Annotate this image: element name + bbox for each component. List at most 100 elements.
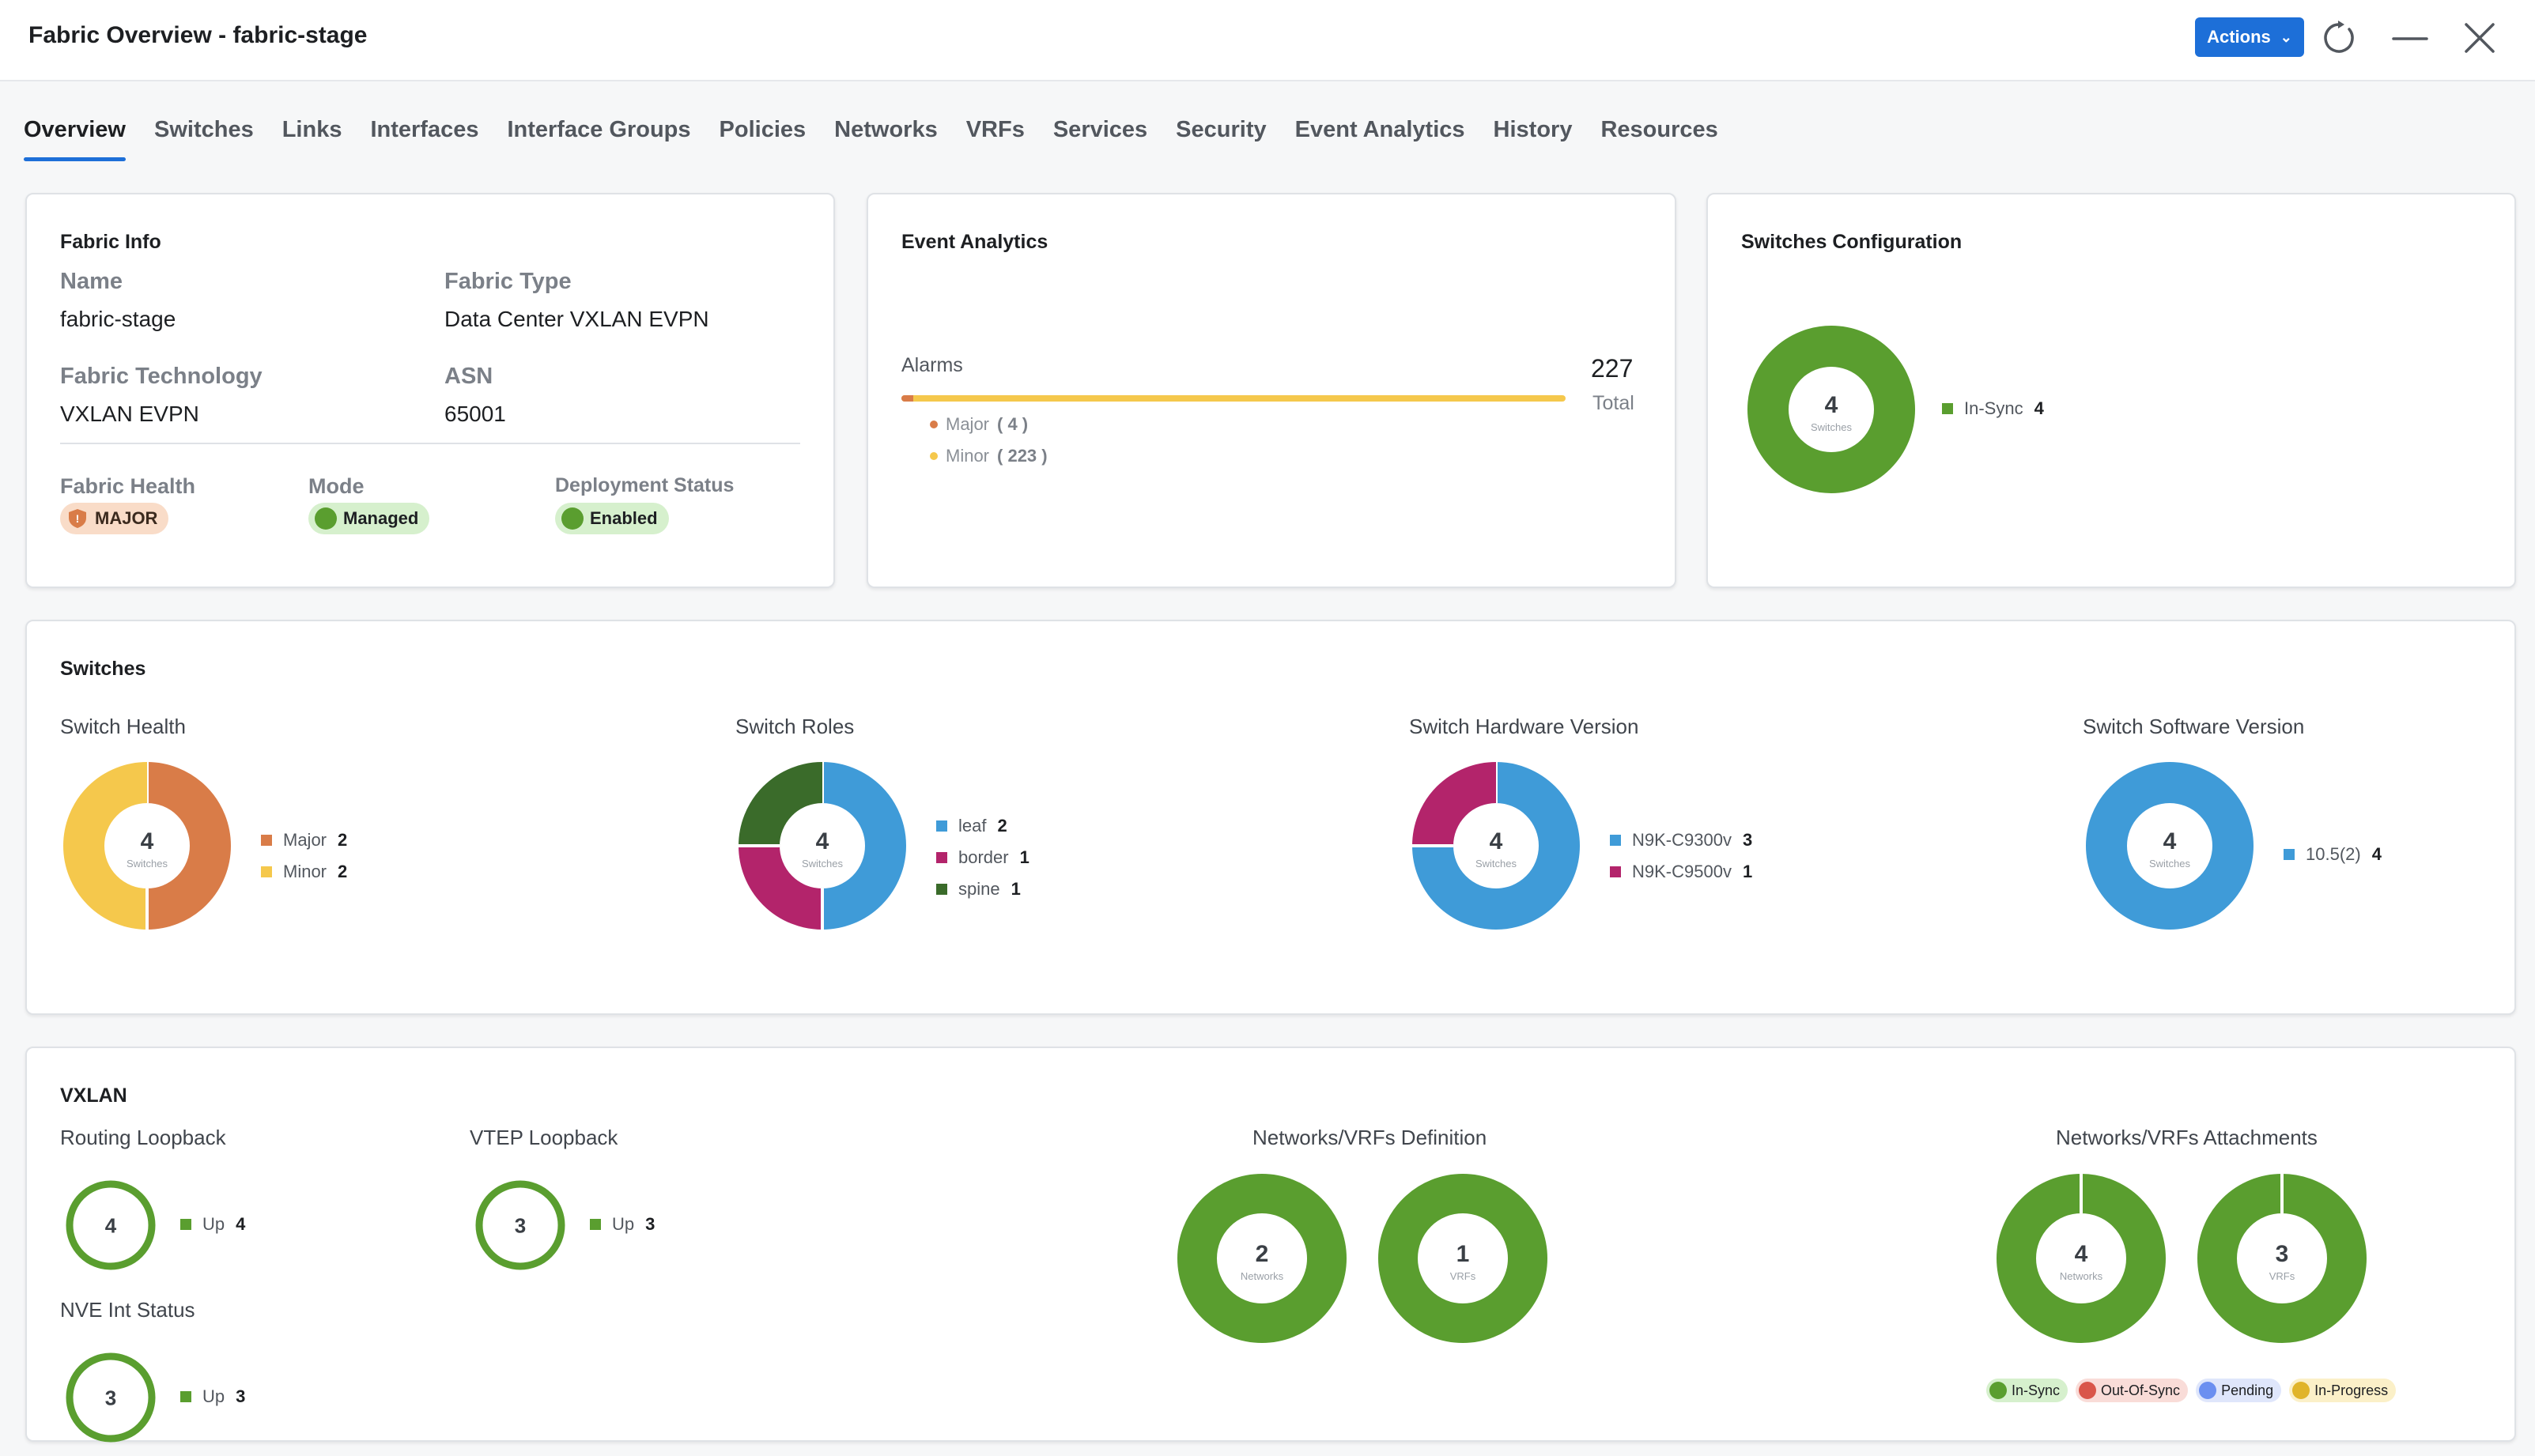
switches-configuration-title: Switches Configuration [1741, 231, 1963, 253]
legend-swatch [1610, 866, 1621, 877]
legend-value: 1 [1742, 862, 1753, 881]
asn-value: 65001 [444, 402, 506, 426]
tab-overview[interactable]: Overview [24, 117, 126, 161]
legend-swatch [1610, 835, 1621, 846]
page-title: Fabric Overview - fabric-stage [28, 22, 368, 48]
name-value: fabric-stage [60, 307, 176, 331]
donut-center-label: Switches [1475, 858, 1517, 869]
deployment-status-value: Enabled [590, 508, 658, 528]
donut-center-value: 3 [105, 1386, 116, 1409]
donut-center-label: VRFs [2269, 1270, 2295, 1282]
tab-services[interactable]: Services [1052, 117, 1148, 142]
actions-button[interactable]: Actions ⌄ [2195, 17, 2304, 57]
legend-swatch [936, 820, 947, 832]
donut-segment-n9k-c9500v [1412, 762, 1498, 847]
legend-item: N9K-C9500v 1 [1610, 862, 1752, 882]
tab-history[interactable]: History [1493, 117, 1573, 142]
alarms-total-label: Total [1592, 392, 1634, 414]
tab-vrfs[interactable]: VRFs [965, 117, 1025, 142]
switch-hardware-version-legend: N9K-C9300v 3 N9K-C9500v 1 [1610, 830, 1752, 882]
legend-label: border [958, 847, 1009, 867]
switch-hardware-version-donut: 4 Switches [1412, 762, 1580, 930]
legend-swatch [261, 866, 272, 877]
deployment-status-badge: Enabled [555, 503, 669, 534]
event-analytics-card: Event Analytics Alarms 227 Total Major (… [867, 193, 1676, 588]
donut-segment-n9k-c9300v [1412, 762, 1580, 930]
donut-segment-in-sync [1747, 326, 1915, 493]
donut-center-value: 3 [2276, 1241, 2289, 1267]
switches-title: Switches [60, 658, 146, 680]
status-pill-label: Out-Of-Sync [2101, 1382, 2181, 1398]
donut-segment-leaf [822, 762, 906, 930]
donut-segment-in-sync [1177, 1174, 1347, 1343]
tab-links[interactable]: Links [281, 117, 342, 142]
legend-label: spine [958, 879, 1000, 899]
ring-segment-up [66, 1180, 156, 1270]
vtep-loopback-ring: 3 [475, 1180, 565, 1270]
shield-icon: ! [69, 509, 86, 528]
legend-value: 2 [338, 862, 348, 881]
legend-item: Up 3 [180, 1386, 245, 1407]
status-pill-in-progress: In-Progress [2289, 1379, 2397, 1402]
fabric-technology-value: VXLAN EVPN [60, 402, 199, 426]
legend-value: 4 [2371, 844, 2382, 864]
tab-resources[interactable]: Resources [1600, 117, 1718, 142]
vxlan-title: VXLAN [60, 1084, 127, 1107]
ring-segment-up [66, 1352, 156, 1443]
donut-segment-major [146, 762, 231, 930]
legend-value: 3 [236, 1386, 246, 1406]
legend-value: 3 [645, 1214, 655, 1234]
legend-swatch [936, 852, 947, 863]
fabric-info-title: Fabric Info [60, 231, 161, 253]
switches-configuration-legend: In-Sync 4 [1942, 398, 2044, 419]
tab-policies[interactable]: Policies [719, 117, 807, 142]
fabric-type-label: Fabric Type [444, 269, 572, 294]
legend-label: Up [612, 1214, 635, 1234]
switches-configuration-donut: 4 Switches [1747, 326, 1915, 493]
donut-segment-spine [739, 762, 824, 847]
alarm-minor-count: ( 223 ) [997, 446, 1048, 466]
donut-center-label: VRFs [1450, 1270, 1476, 1282]
donut-center-value: 4 [105, 1213, 117, 1237]
refresh-icon[interactable] [2318, 17, 2359, 58]
legend-swatch [590, 1219, 601, 1230]
donut-center-label: Networks [1241, 1270, 1284, 1282]
nve-int-status-label: NVE Int Status [60, 1298, 195, 1322]
legend-value: 4 [2034, 398, 2044, 418]
switch-roles-donut: 4 Switches [739, 762, 906, 930]
donut-segment-minor [63, 762, 148, 930]
donut-segment-border [739, 844, 824, 930]
donut-center-label: Networks [2060, 1270, 2103, 1282]
alarm-major-label: Major [946, 414, 990, 434]
status-dot-icon [1989, 1382, 2007, 1399]
legend-value: 1 [1019, 847, 1029, 867]
tab-security[interactable]: Security [1176, 117, 1267, 142]
networks-attachments-donut: 4 Networks [1997, 1174, 2166, 1343]
legend-item: Up 3 [590, 1214, 655, 1235]
tab-networks[interactable]: Networks [834, 117, 938, 142]
legend-swatch [936, 884, 947, 895]
switch-software-version-legend: 10.5(2) 4 [2284, 844, 2382, 865]
donut-center-label: Switches [2149, 858, 2191, 869]
mode-label: Mode [308, 474, 365, 498]
close-icon[interactable] [2459, 17, 2500, 58]
tab-switches[interactable]: Switches [153, 117, 254, 142]
status-dot-icon [2079, 1382, 2097, 1399]
legend-value: 3 [1742, 830, 1753, 850]
legend-item: spine 1 [936, 879, 1029, 900]
tab-interfaces[interactable]: Interfaces [370, 117, 479, 142]
switch-health-donut: 4 Switches [63, 762, 231, 930]
minimize-icon[interactable] [2390, 17, 2431, 58]
vtep-loopback-legend: Up 3 [590, 1214, 655, 1235]
tab-interface-groups[interactable]: Interface Groups [507, 117, 691, 142]
legend-label: Up [202, 1214, 225, 1234]
tab-event-analytics[interactable]: Event Analytics [1294, 117, 1465, 142]
tab-bar: Overview Switches Links Interfaces Interface… [24, 117, 1718, 161]
fabric-info-divider [60, 443, 800, 444]
routing-loopback-ring: 4 [66, 1180, 156, 1270]
fabric-info-card: Fabric Info Name fabric-stage Fabric Typ… [25, 193, 835, 588]
legend-label: Up [202, 1386, 225, 1406]
legend-value: 2 [338, 830, 348, 850]
fabric-health-label: Fabric Health [60, 474, 196, 498]
fabric-type-value: Data Center VXLAN EVPN [444, 307, 709, 331]
